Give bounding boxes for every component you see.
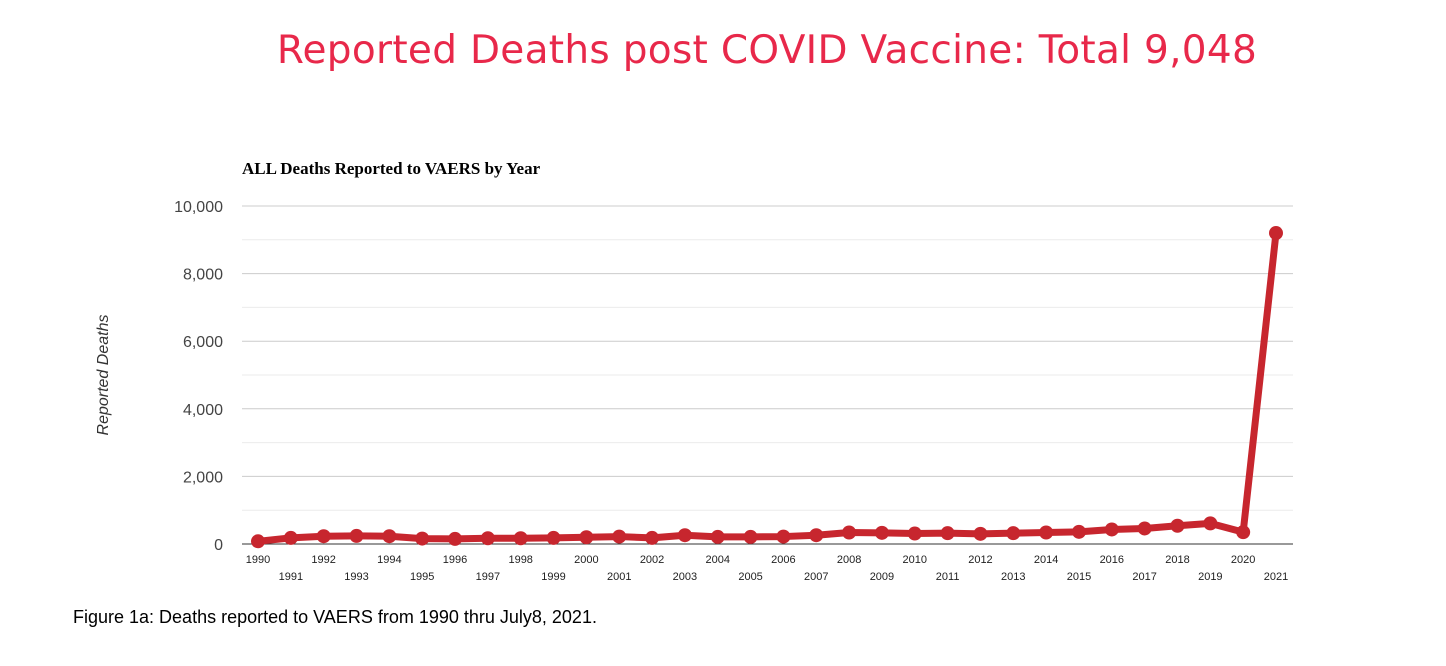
data-point: [710, 529, 725, 544]
x-tick-label: 2013: [1001, 571, 1025, 583]
y-tick-label: 0: [214, 537, 223, 554]
data-point: [415, 531, 430, 546]
x-tick-label: 1994: [377, 554, 401, 566]
data-point: [349, 528, 364, 543]
data-point: [776, 529, 791, 544]
x-tick-label: 2002: [640, 554, 664, 566]
x-tick-label: 2001: [607, 571, 631, 583]
x-tick-label: 2000: [574, 554, 598, 566]
data-point: [874, 525, 889, 540]
data-point: [1203, 516, 1218, 531]
x-tick-label: 2012: [968, 554, 992, 566]
x-tick-label: 1991: [279, 571, 303, 583]
y-tick-label: 4,000: [183, 402, 223, 419]
data-point: [1071, 524, 1086, 539]
x-tick-label: 2005: [738, 571, 762, 583]
x-tick-label: 2006: [771, 554, 795, 566]
x-tick-label: 1992: [311, 554, 335, 566]
x-tick-label: 1995: [410, 571, 434, 583]
data-point: [579, 530, 594, 545]
data-point: [480, 531, 495, 546]
y-tick-label: 2,000: [183, 469, 223, 486]
data-point: [382, 529, 397, 544]
x-tick-label: 2009: [870, 571, 894, 583]
data-point: [1269, 226, 1283, 241]
data-point: [743, 529, 758, 544]
x-tick-label: 2007: [804, 571, 828, 583]
x-tick-label: 2004: [705, 554, 729, 566]
series-line: [254, 229, 1280, 545]
data-point: [907, 526, 922, 541]
data-point: [973, 526, 988, 541]
figure-caption: Figure 1a: Deaths reported to VAERS from…: [73, 607, 597, 627]
x-axis-ticks: 1990 1991 1992 1993 1994 1995 1996 1997 1998 1999…: [246, 554, 1288, 583]
y-tick-label: 6,000: [183, 334, 223, 351]
data-point: [842, 525, 857, 540]
x-tick-label: 2008: [837, 554, 861, 566]
x-tick-label: 1999: [541, 571, 565, 583]
data-point: [1170, 518, 1185, 533]
data-point: [316, 529, 331, 544]
data-point: [612, 529, 627, 544]
y-tick-label: 8,000: [183, 267, 223, 284]
y-tick-label: 10,000: [174, 199, 223, 216]
data-point: [645, 530, 660, 545]
data-point: [1039, 525, 1054, 540]
x-tick-label: 1997: [476, 571, 500, 583]
y-axis-label: Reported Deaths: [95, 315, 112, 436]
data-point: [283, 530, 298, 545]
line-chart: ALL Deaths Reported to VAERS by Year Rep…: [95, 159, 1293, 583]
data-point: [1236, 525, 1251, 540]
data-point: [546, 530, 561, 545]
data-point: [513, 531, 528, 546]
x-tick-label: 2021: [1264, 571, 1288, 583]
x-tick-label: 1993: [344, 571, 368, 583]
x-tick-label: 1998: [508, 554, 532, 566]
x-tick-label: 2017: [1132, 571, 1156, 583]
x-tick-label: 2010: [903, 554, 927, 566]
data-point: [1006, 526, 1021, 541]
x-tick-label: 2011: [936, 571, 960, 583]
page-heading: Reported Deaths post COVID Vaccine: Tota…: [276, 28, 1258, 73]
x-tick-label: 1996: [443, 554, 467, 566]
data-point: [677, 528, 692, 543]
x-tick-label: 2018: [1165, 554, 1189, 566]
data-point: [1104, 522, 1119, 537]
series-deaths: [251, 226, 1283, 549]
x-tick-label: 2003: [673, 571, 697, 583]
data-point: [251, 534, 265, 549]
x-tick-label: 2020: [1231, 554, 1255, 566]
data-point: [809, 528, 824, 543]
x-tick-label: 2016: [1100, 554, 1124, 566]
x-tick-label: 1990: [246, 554, 270, 566]
x-tick-label: 2014: [1034, 554, 1058, 566]
x-tick-label: 2015: [1067, 571, 1091, 583]
x-tick-label: 2019: [1198, 571, 1222, 583]
data-point: [448, 531, 463, 546]
data-point: [940, 526, 955, 541]
data-point: [1137, 521, 1152, 536]
y-axis-ticks: 0 2,000 4,000 6,000 8,000 10,000: [174, 199, 223, 554]
chart-title: ALL Deaths Reported to VAERS by Year: [242, 159, 541, 178]
grid-lines: [242, 205, 1293, 511]
